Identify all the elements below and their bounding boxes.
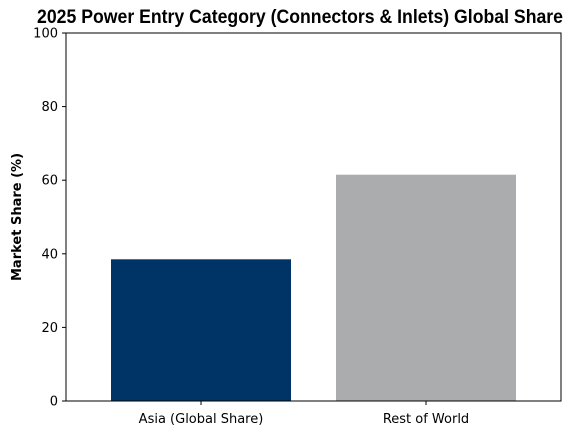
y-tick-label: 80 — [41, 100, 58, 115]
plot-area: Asia (Global Share) Rest of World 0 20 40 60 8… — [33, 27, 562, 427]
y-tick-label: 100 — [33, 27, 58, 42]
y-tick-label: 40 — [41, 247, 58, 262]
bar-rest-of-world — [336, 174, 516, 401]
axes-frame — [65, 32, 562, 402]
y-tick-label: 0 — [50, 395, 58, 410]
x-tick-label: Asia (Global Share) — [139, 412, 264, 427]
bar-asia-global-share — [111, 259, 291, 401]
y-tick-label: 60 — [41, 174, 58, 189]
y-tick-label: 20 — [41, 321, 58, 336]
x-tick-label: Rest of World — [383, 412, 469, 427]
y-axis-label: Market Share (%) — [10, 153, 25, 281]
chart-title: 2025 Power Entry Category (Connectors & … — [37, 7, 563, 28]
